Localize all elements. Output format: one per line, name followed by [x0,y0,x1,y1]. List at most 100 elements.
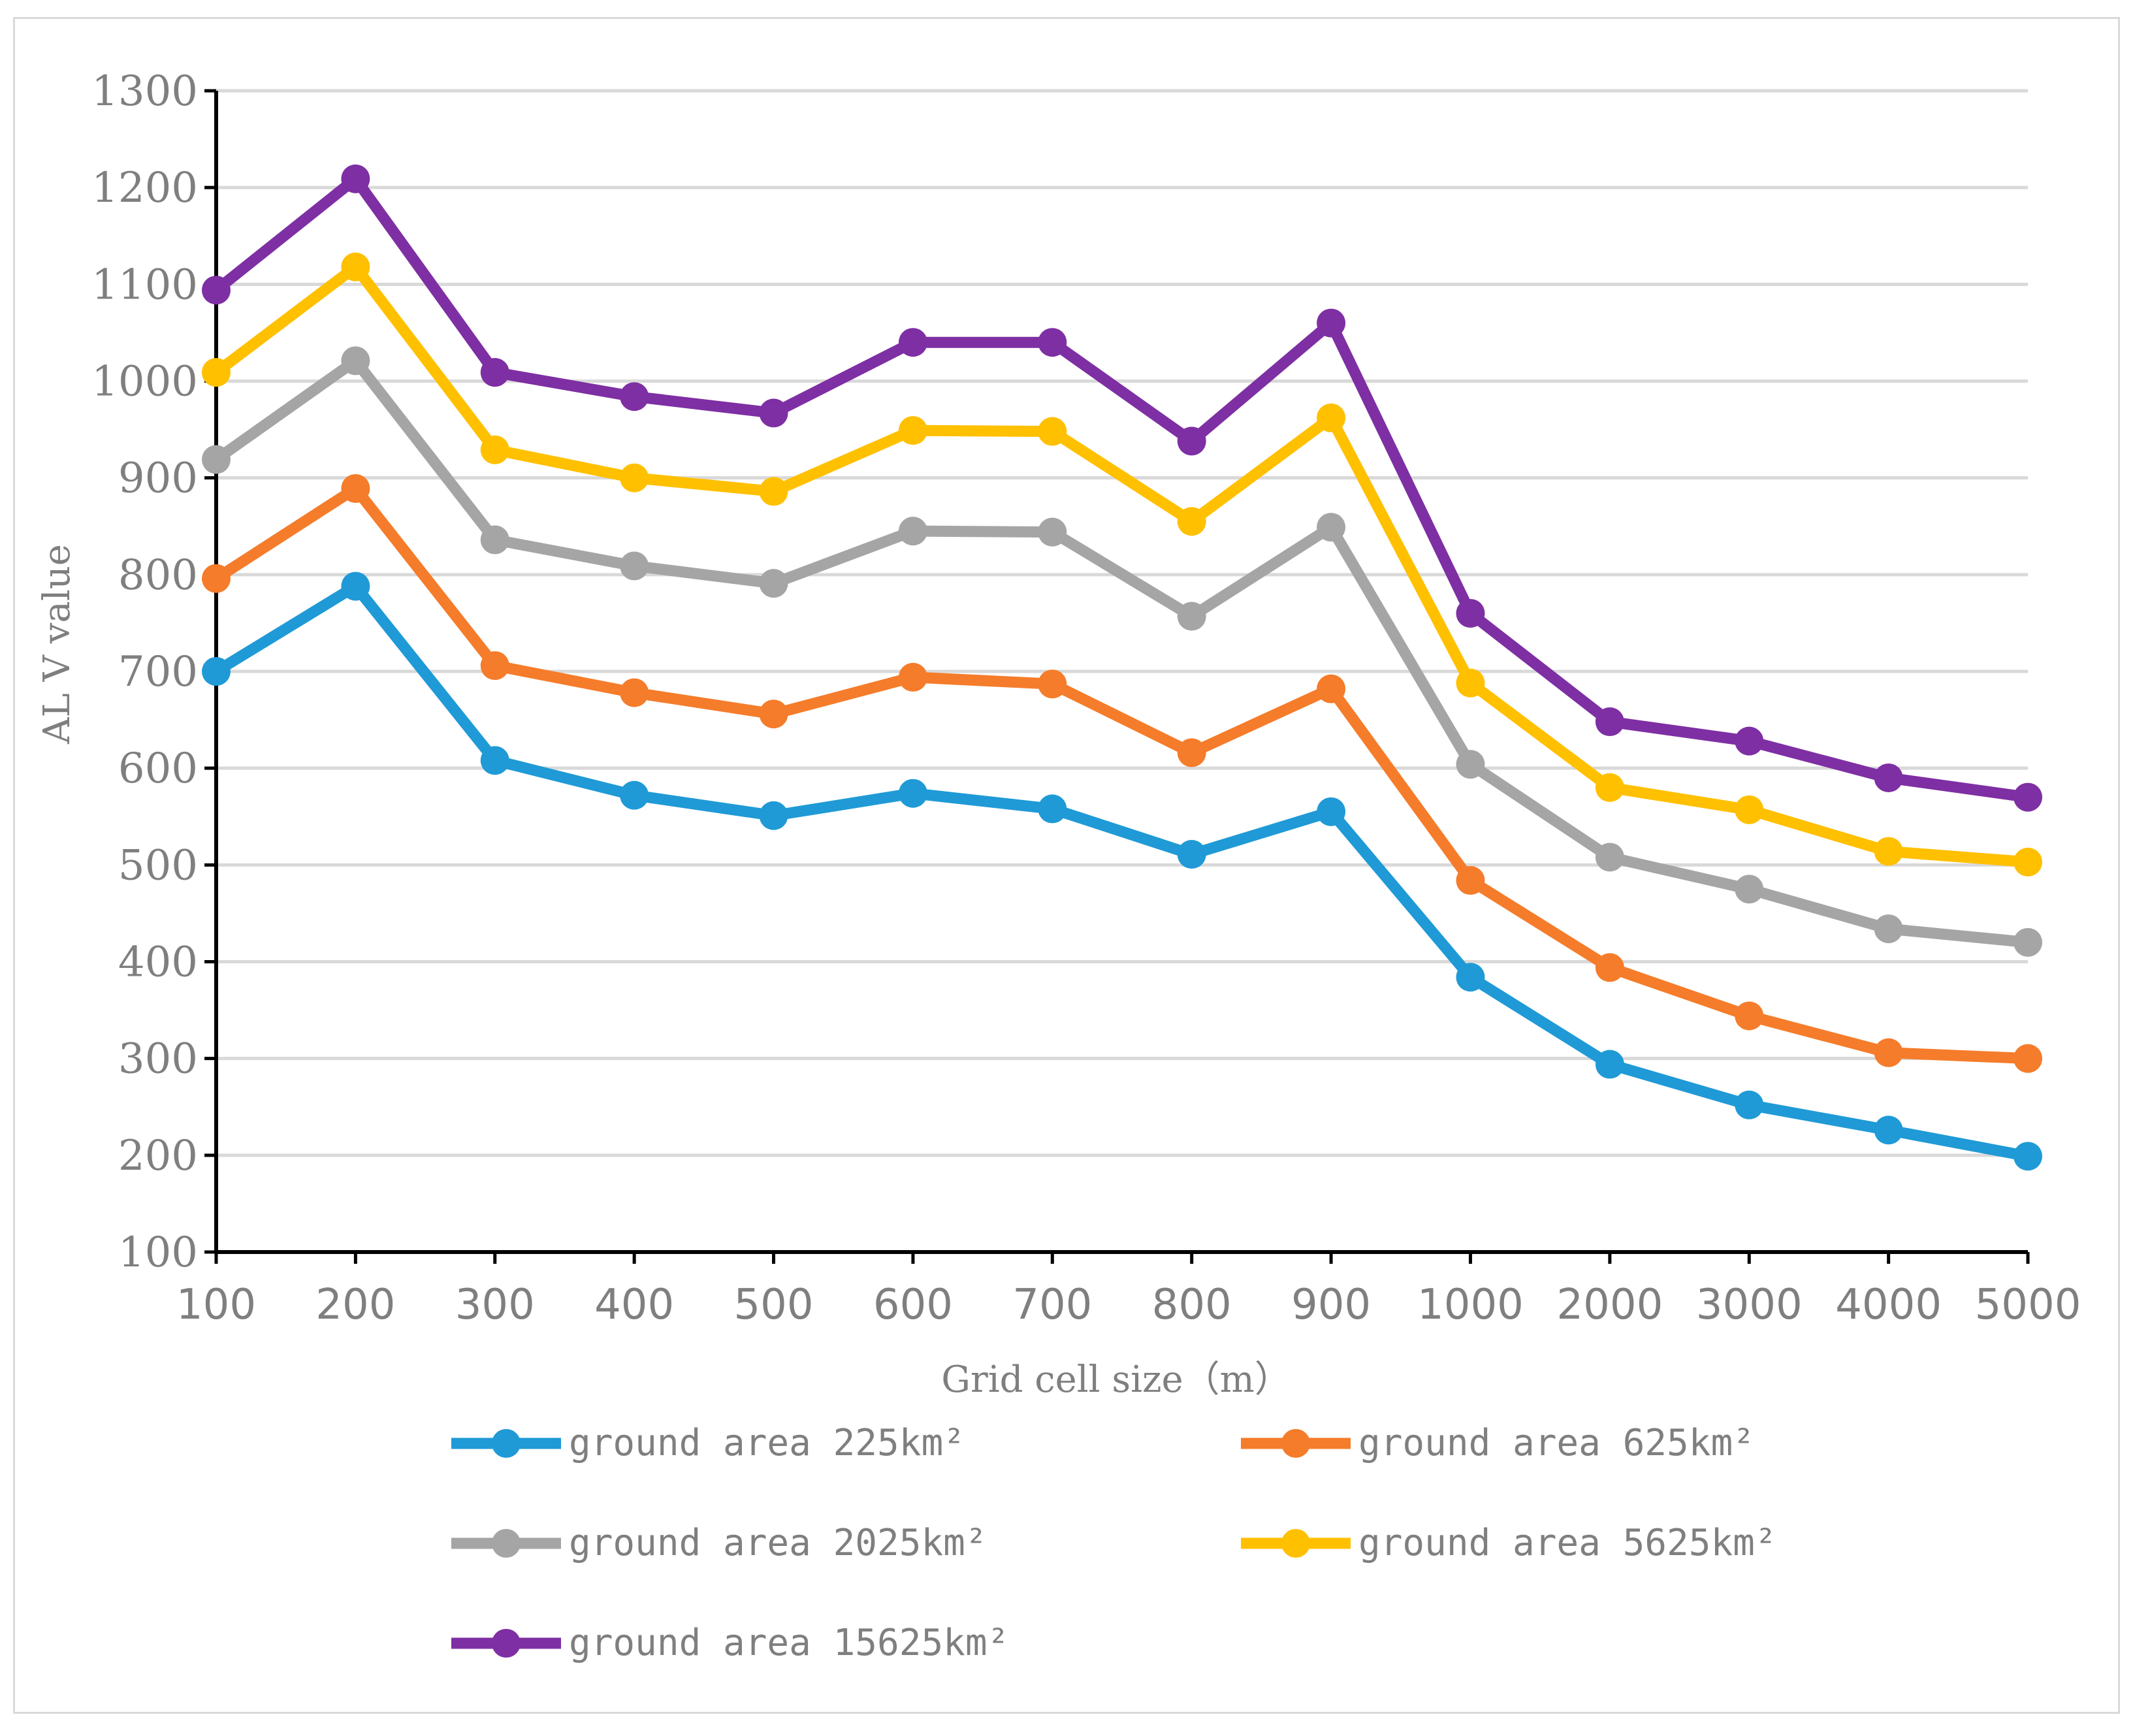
legend-label: ground area 625km² [1358,1422,1755,1464]
data-point [620,678,649,707]
x-tick-label: 400 [594,1281,674,1329]
series-layer [202,164,2042,1171]
chart-frame: 100 200 300 400 500 600 700 800 900 1000 1100 1200 1… [13,17,2120,1714]
series-3 [202,252,2042,876]
data-point [898,416,927,445]
y-tick-label: 1000 [91,358,198,406]
x-tick-label: 4000 [1835,1281,1942,1329]
data-point [480,746,509,775]
series-line [210,355,2034,948]
data-point [1735,726,1764,756]
data-point [202,657,231,686]
series-line [210,173,2034,803]
data-point [620,463,649,492]
data-point [202,445,231,474]
legend-marker [1281,1529,1310,1558]
data-point [1735,1090,1764,1119]
data-point [1595,1050,1624,1079]
data-point [1317,797,1346,826]
data-point [1735,1001,1764,1031]
x-tick-label: 900 [1291,1281,1371,1329]
data-point [620,551,649,581]
legend: ground area 225km² ground area 625km² grou… [451,1422,1777,1664]
data-point [1874,837,1903,866]
data-point [759,801,788,830]
legend-marker [492,1429,521,1458]
y-tick-label: 600 [118,745,198,793]
data-point [620,780,649,810]
data-point [898,662,927,692]
y-tick-label: 700 [118,648,198,696]
y-tick-label: 200 [118,1132,198,1180]
x-tick-label: 600 [873,1281,953,1329]
data-point [1317,403,1346,432]
x-tick-label: 500 [733,1281,813,1329]
data-point [898,779,927,808]
data-point [202,276,231,305]
series-2 [202,346,2042,957]
data-point [480,525,509,555]
data-point [1317,513,1346,542]
data-point [1456,599,1485,628]
data-point [1177,507,1206,536]
legend-item: ground area 15625km² [451,1622,1009,1664]
data-point [1456,963,1485,992]
data-point [1456,750,1485,779]
x-tick-label: 2000 [1556,1281,1663,1329]
y-tick-label: 500 [118,841,198,890]
y-tick-label: 1100 [91,261,198,309]
data-point [1177,426,1206,456]
data-point [1874,1038,1903,1067]
x-tick-label: 300 [455,1281,535,1329]
y-tick-label: 1200 [91,164,198,212]
data-point [759,477,788,506]
legend-label: ground area 15625km² [569,1622,1009,1664]
y-tick-label: 100 [118,1229,198,1277]
data-point [759,398,788,428]
data-point [341,571,370,601]
data-point [202,358,231,387]
tick-labels: 100 200 300 400 500 600 700 800 900 1000 1100 1200 1… [91,67,2081,1329]
legend-item: ground area 225km² [451,1422,965,1464]
y-tick-label: 800 [118,551,198,600]
y-tick-label: 900 [118,455,198,503]
data-point [1735,875,1764,904]
data-point [480,358,509,387]
data-point [1317,674,1346,703]
legend-item: ground area 5625km² [1241,1522,1777,1564]
data-point [2014,782,2042,812]
data-point [1735,795,1764,824]
data-point [1874,763,1903,792]
x-axis-title: Grid cell size（m） [941,1358,1291,1401]
series-0 [202,571,2042,1171]
series-1 [202,474,2042,1073]
x-tick-label: 800 [1152,1281,1232,1329]
x-tick-label: 1000 [1417,1281,1524,1329]
data-point [1038,794,1067,824]
data-point [1038,328,1067,357]
data-point [1317,308,1346,338]
legend-marker [492,1529,521,1558]
y-tick-label: 300 [118,1035,198,1084]
data-point [1595,773,1624,802]
data-point [1456,668,1485,698]
y-tick-label: 400 [118,939,198,987]
data-point [1038,417,1067,446]
data-point [480,651,509,681]
legend-label: ground area 225km² [569,1422,965,1464]
data-point [1038,517,1067,547]
data-point [1595,843,1624,872]
line-chart: 100 200 300 400 500 600 700 800 900 1000 1100 1200 1… [36,67,2081,1664]
data-point [620,382,649,411]
data-point [2014,1044,2042,1073]
data-point [1595,707,1624,737]
data-point [341,252,370,281]
y-tick-label: 1300 [91,67,198,116]
legend-item: ground area 2025km² [451,1522,987,1564]
data-point [2014,847,2042,876]
x-tick-label: 5000 [1975,1281,2081,1329]
series-line [210,483,2034,1065]
data-point [341,346,370,376]
data-point [2014,1142,2042,1171]
data-point [1177,602,1206,631]
